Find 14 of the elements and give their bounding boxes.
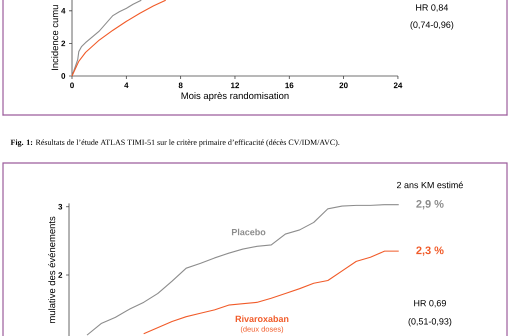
text: 2,9 % [416,200,444,210]
line-series [86,204,400,336]
text: (0,51-0,93) [408,318,452,326]
y-axis-title: Incidence cumu [51,5,58,70]
line-series [143,250,400,334]
text: 2 ans KM estimé [396,182,463,188]
text: 2,3 % [416,246,444,256]
series-label: Rivaroxaban [236,315,288,322]
series-label: Placebo [232,228,266,236]
y-axis-title: mulative des événements [48,216,56,323]
text: (0,74-0,96) [410,21,454,30]
text: HR 0,69 [414,300,446,308]
x-axis-title: Mois après randomisation [182,92,289,101]
text: HR 0,84 [416,4,448,12]
